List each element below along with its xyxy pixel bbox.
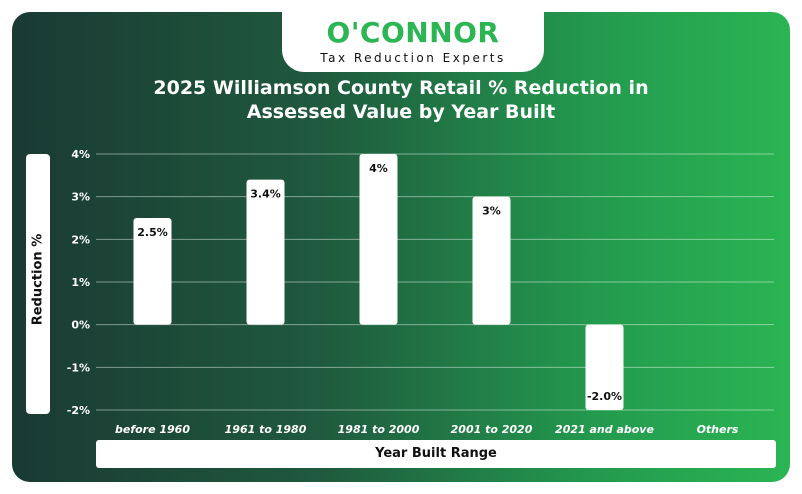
data-label: 2.5% bbox=[137, 226, 168, 239]
bar bbox=[585, 324, 624, 410]
x-axis-label-box: Year Built Range bbox=[96, 440, 776, 468]
x-tick-label: 1981 to 2000 bbox=[338, 423, 420, 436]
brand-logo: O'CONNOR bbox=[326, 16, 500, 49]
y-tick-label: 2% bbox=[71, 233, 90, 246]
data-label: 3% bbox=[482, 205, 501, 218]
bar bbox=[246, 179, 285, 325]
y-tick-label: 3% bbox=[71, 191, 90, 204]
chart-title-line-2: Assessed Value by Year Built bbox=[246, 101, 556, 123]
x-tick-label: Others bbox=[697, 423, 739, 436]
y-tick-label: 4% bbox=[71, 148, 90, 161]
data-label: 3.4% bbox=[250, 188, 281, 201]
x-tick-label: 2001 to 2020 bbox=[451, 423, 533, 436]
x-axis-label: Year Built Range bbox=[375, 446, 497, 461]
bar bbox=[359, 154, 398, 325]
logo-tab: O'CONNOR Tax Reduction Experts bbox=[282, 12, 544, 72]
brand-tagline: Tax Reduction Experts bbox=[320, 51, 506, 65]
bar bbox=[472, 196, 511, 325]
y-tick-label: -2% bbox=[67, 404, 90, 417]
data-label: 4% bbox=[369, 162, 388, 175]
chart-card: O'CONNOR Tax Reduction Experts 2025 Will… bbox=[12, 12, 790, 482]
y-tick-label: 1% bbox=[71, 276, 90, 289]
y-tick-label: 0% bbox=[71, 319, 90, 332]
chart-title: 2025 Williamson County Retail % Reductio… bbox=[12, 76, 790, 124]
y-axis-label-box: Reduction % bbox=[26, 154, 50, 414]
chart-title-line-1: 2025 Williamson County Retail % Reductio… bbox=[153, 77, 649, 99]
data-label: -2.0% bbox=[587, 390, 622, 403]
x-tick-label: 2021 and above bbox=[555, 423, 654, 436]
y-tick-label: -1% bbox=[67, 361, 90, 374]
bar bbox=[133, 218, 172, 325]
x-tick-label: 1961 to 1980 bbox=[225, 423, 307, 436]
bar-chart: 4% 3% 2% 1% 0% -1% -2% 2.5% before 1960 3.4% 1961 … bbox=[67, 148, 774, 436]
x-tick-label: before 1960 bbox=[115, 423, 190, 436]
